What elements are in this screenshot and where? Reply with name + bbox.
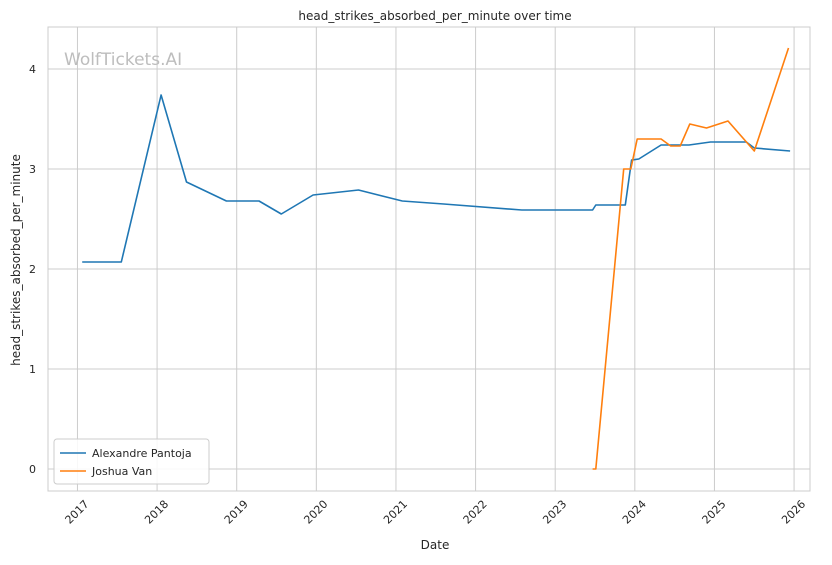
x-tick-label: 2021 [381,498,410,527]
x-tick-label: 2022 [461,498,490,527]
series-lines [82,47,791,470]
x-tick-label: 2018 [142,498,171,527]
y-tick-label: 1 [29,363,36,376]
chart-title: head_strikes_absorbed_per_minute over ti… [298,9,571,23]
series-line-joshua-van [592,47,790,470]
plot-background [48,27,810,491]
y-tick-label: 3 [29,163,36,176]
x-tick-label: 2026 [779,498,808,527]
x-tick-label: 2025 [700,498,729,527]
legend-label-alexandre-pantoja: Alexandre Pantoja [92,447,192,460]
x-tick-label: 2020 [301,498,330,527]
plot-frame [47,26,811,492]
y-tick-label: 4 [29,63,36,76]
watermark: WolfTickets.AI [64,50,182,70]
x-tick-label: 2017 [63,498,92,527]
grid-lines [48,27,810,491]
x-tick-label: 2019 [222,498,251,527]
x-tick-label: 2023 [540,498,569,527]
series-line-alexandre-pantoja [82,94,791,263]
y-tick-label: 2 [29,263,36,276]
y-tick-label: 0 [29,463,36,476]
legend: Alexandre Pantoja Joshua Van [53,438,210,485]
x-tick-label: 2024 [620,498,649,527]
x-axis-label: Date [421,538,450,552]
y-axis-label: head_strikes_absorbed_per_minute [9,154,23,366]
legend-box [53,438,210,485]
legend-label-joshua-van: Joshua Van [91,465,152,478]
